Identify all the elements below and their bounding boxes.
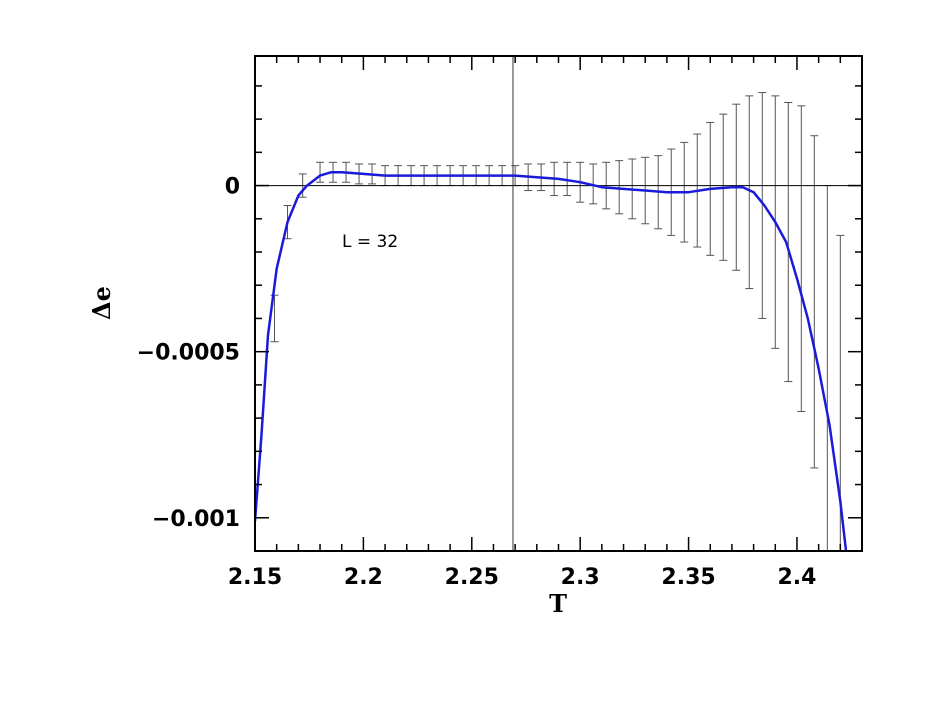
x-tick-label: 2.35 — [661, 565, 715, 590]
error-bar — [316, 161, 325, 183]
error-bar — [823, 185, 832, 551]
error-bar — [758, 92, 767, 319]
x-tick-label: 2.2 — [344, 565, 383, 590]
plot-border — [254, 55, 863, 552]
error-bar — [563, 161, 572, 197]
curve-layer — [255, 171, 848, 551]
y-tick-label: 0 — [225, 175, 240, 200]
error-bar — [745, 95, 754, 290]
x-tick-label: 2.4 — [777, 565, 816, 590]
x-tick-label: 2.25 — [445, 565, 499, 590]
error-bar — [797, 105, 806, 412]
y-axis-label: Δe — [87, 286, 116, 320]
x-tick-label: 2.3 — [561, 565, 600, 590]
error-bar — [836, 234, 845, 551]
reference-lines — [255, 56, 862, 551]
error-bar — [615, 160, 624, 215]
error-bar — [810, 135, 819, 469]
error-bar — [589, 163, 598, 205]
series-line — [255, 171, 848, 551]
x-axis-label: T — [549, 589, 567, 618]
error-bar — [270, 294, 279, 343]
plot-frame — [254, 55, 863, 552]
y-tick-label: −0.0005 — [137, 341, 240, 366]
x-tick-label: 2.15 — [228, 565, 282, 590]
y-tick-labels: 0 −0.0005 −0.001 — [137, 175, 240, 532]
y-tick-label: −0.001 — [152, 507, 240, 532]
axis-ticks — [254, 56, 863, 552]
error-bar — [784, 102, 793, 383]
x-tick-labels: 2.15 2.2 2.25 2.3 2.35 2.4 — [228, 565, 817, 590]
annotation-label: L = 32 — [342, 232, 398, 252]
